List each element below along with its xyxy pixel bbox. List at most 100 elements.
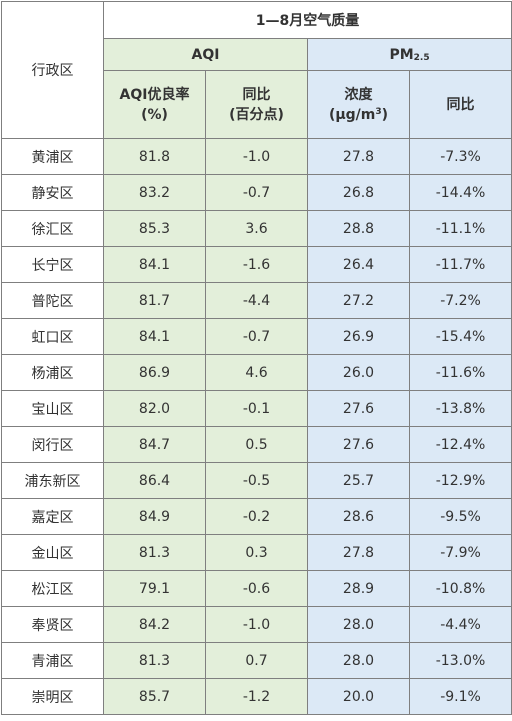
cell-aqi-yoy: -0.6: [205, 570, 308, 607]
cell-pm-yoy: -13.8%: [408, 390, 512, 427]
cell-aqi-yoy: -1.0: [205, 606, 308, 643]
cell-pm-yoy: -9.5%: [408, 498, 512, 535]
cell-aqi-yoy: -0.5: [205, 462, 308, 499]
table-row: 松江区 79.1 -0.6 28.9 -10.8%: [1, 570, 512, 607]
cell-pm-yoy: -12.4%: [408, 426, 512, 463]
table-row: 青浦区 81.3 0.7 28.0 -13.0%: [1, 642, 512, 679]
cell-aqi-yoy: -1.2: [205, 678, 308, 715]
cell-aqi-rate: 84.7: [103, 426, 206, 463]
cell-aqi-rate: 84.1: [103, 246, 206, 283]
cell-district: 浦东新区: [1, 462, 104, 499]
table-row: 虹口区 84.1 -0.7 26.9 -15.4%: [1, 318, 512, 355]
cell-pm-conc: 27.6: [307, 426, 410, 463]
cell-pm-yoy: -7.2%: [408, 282, 512, 319]
cell-district: 虹口区: [1, 318, 104, 355]
col-pm-conc-unit-close: ): [381, 106, 389, 123]
col-aqi-rate-line1: AQI优良率: [119, 86, 190, 103]
table-row: 黄浦区 81.8 -1.0 27.8 -7.3%: [1, 138, 512, 175]
cell-aqi-rate: 84.9: [103, 498, 206, 535]
cell-pm-yoy: -13.0%: [408, 642, 512, 679]
cell-aqi-yoy: -0.7: [205, 318, 308, 355]
cell-pm-conc: 28.0: [307, 642, 410, 679]
cell-aqi-rate: 81.7: [103, 282, 206, 319]
table-row: 普陀区 81.7 -4.4 27.2 -7.2%: [1, 282, 512, 319]
district-header: 行政区: [1, 1, 104, 139]
cell-district: 青浦区: [1, 642, 104, 679]
cell-aqi-yoy: -4.4: [205, 282, 308, 319]
cell-pm-conc: 27.2: [307, 282, 410, 319]
table-row: 崇明区 85.7 -1.2 20.0 -9.1%: [1, 678, 512, 715]
cell-aqi-yoy: 0.7: [205, 642, 308, 679]
cell-aqi-rate: 82.0: [103, 390, 206, 427]
cell-district: 杨浦区: [1, 354, 104, 391]
aqi-group-header: AQI: [103, 38, 308, 71]
col-aqi-yoy-line2: (百分点): [229, 106, 284, 123]
cell-aqi-rate: 86.4: [103, 462, 206, 499]
table-body: 黄浦区 81.8 -1.0 27.8 -7.3% 静安区 83.2 -0.7 26.8 -14.4…: [1, 138, 512, 715]
table-row: 静安区 83.2 -0.7 26.8 -14.4%: [1, 174, 512, 211]
cell-pm-yoy: -12.9%: [408, 462, 512, 499]
pm-label: PM: [389, 46, 414, 63]
col-aqi-yoy: 同比 (百分点): [205, 70, 308, 139]
cell-aqi-rate: 79.1: [103, 570, 206, 607]
cell-district: 闵行区: [1, 426, 104, 463]
col-pm-yoy: 同比: [408, 70, 512, 139]
cell-aqi-yoy: -0.2: [205, 498, 308, 535]
cell-pm-yoy: -10.8%: [408, 570, 512, 607]
cell-pm-yoy: -11.7%: [408, 246, 512, 283]
cell-pm-conc: 28.6: [307, 498, 410, 535]
cell-pm-conc: 28.8: [307, 210, 410, 247]
table-row: 浦东新区 86.4 -0.5 25.7 -12.9%: [1, 462, 512, 499]
cell-pm-yoy: -7.3%: [408, 138, 512, 175]
pm-subscript: 2.5: [413, 52, 430, 63]
cell-pm-yoy: -11.1%: [408, 210, 512, 247]
table-row: 奉贤区 84.2 -1.0 28.0 -4.4%: [1, 606, 512, 643]
cell-aqi-rate: 81.8: [103, 138, 206, 175]
cell-district: 普陀区: [1, 282, 104, 319]
cell-aqi-yoy: -0.7: [205, 174, 308, 211]
cell-pm-conc: 28.9: [307, 570, 410, 607]
table-row: 金山区 81.3 0.3 27.8 -7.9%: [1, 534, 512, 571]
cell-pm-yoy: -7.9%: [408, 534, 512, 571]
cell-pm-conc: 26.4: [307, 246, 410, 283]
table-row: 徐汇区 85.3 3.6 28.8 -11.1%: [1, 210, 512, 247]
cell-aqi-yoy: 0.5: [205, 426, 308, 463]
cell-district: 徐汇区: [1, 210, 104, 247]
cell-aqi-rate: 83.2: [103, 174, 206, 211]
cell-district: 金山区: [1, 534, 104, 571]
cell-aqi-rate: 81.3: [103, 642, 206, 679]
cell-aqi-rate: 85.7: [103, 678, 206, 715]
cell-aqi-rate: 81.3: [103, 534, 206, 571]
col-pm-conc: 浓度 (μg/m3): [307, 70, 410, 139]
cell-pm-yoy: -9.1%: [408, 678, 512, 715]
cell-aqi-rate: 84.2: [103, 606, 206, 643]
cell-pm-conc: 27.8: [307, 138, 410, 175]
cell-pm-conc: 20.0: [307, 678, 410, 715]
cell-pm-conc: 26.8: [307, 174, 410, 211]
pm25-group-header: PM2.5: [306, 38, 512, 71]
cell-pm-conc: 27.6: [307, 390, 410, 427]
cell-aqi-rate: 86.9: [103, 354, 206, 391]
cell-district: 奉贤区: [1, 606, 104, 643]
table-row: 杨浦区 86.9 4.6 26.0 -11.6%: [1, 354, 512, 391]
cell-aqi-rate: 84.1: [103, 318, 206, 355]
cell-district: 宝山区: [1, 390, 104, 427]
cell-aqi-yoy: 3.6: [205, 210, 308, 247]
cell-aqi-yoy: -0.1: [205, 390, 308, 427]
table-row: 宝山区 82.0 -0.1 27.6 -13.8%: [1, 390, 512, 427]
col-pm-conc-line1: 浓度: [344, 86, 373, 103]
cell-aqi-rate: 85.3: [103, 210, 206, 247]
col-pm-conc-unit: (μg/m: [328, 106, 376, 123]
cell-pm-yoy: -15.4%: [408, 318, 512, 355]
cell-pm-yoy: -11.6%: [408, 354, 512, 391]
cell-pm-conc: 28.0: [307, 606, 410, 643]
cell-pm-conc: 27.8: [307, 534, 410, 571]
cell-aqi-yoy: 0.3: [205, 534, 308, 571]
cell-pm-conc: 26.9: [307, 318, 410, 355]
col-aqi-rate-line2: (%): [141, 106, 168, 123]
table-row: 长宁区 84.1 -1.6 26.4 -11.7%: [1, 246, 512, 283]
table-row: 嘉定区 84.9 -0.2 28.6 -9.5%: [1, 498, 512, 535]
cell-pm-yoy: -14.4%: [408, 174, 512, 211]
cell-district: 崇明区: [1, 678, 104, 715]
cell-district: 松江区: [1, 570, 104, 607]
